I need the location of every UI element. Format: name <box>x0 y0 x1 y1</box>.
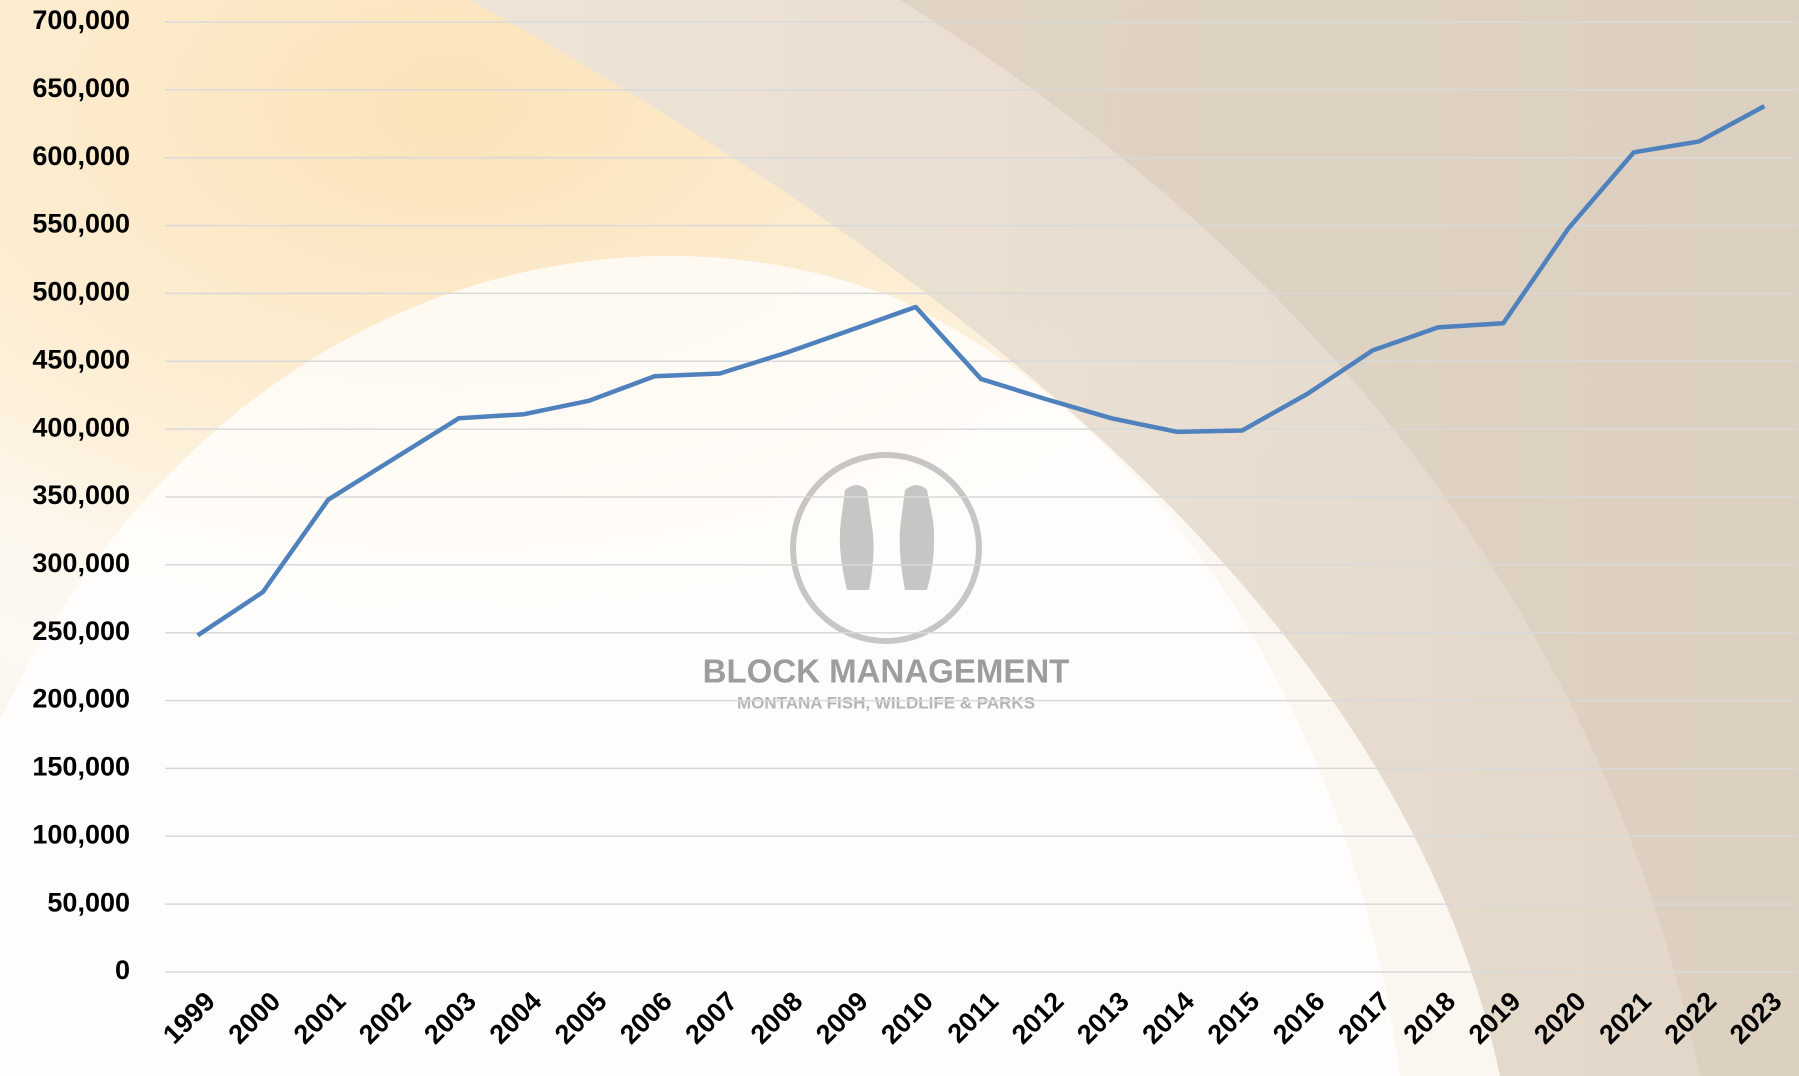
y-tick-label: 150,000 <box>32 752 130 782</box>
y-tick-label: 450,000 <box>32 344 130 374</box>
y-tick-label: 200,000 <box>32 684 130 714</box>
y-tick-label: 300,000 <box>32 548 130 578</box>
y-tick-label: 700,000 <box>32 5 130 35</box>
y-tick-label: 250,000 <box>32 616 130 646</box>
y-tick-label: 100,000 <box>32 819 130 849</box>
y-tick-label: 50,000 <box>47 887 130 917</box>
y-tick-label: 0 <box>115 955 130 985</box>
chart: BLOCK MANAGEMENT MONTANA FISH, WILDLIFE … <box>0 0 1799 1076</box>
y-tick-label: 350,000 <box>32 480 130 510</box>
background <box>0 0 1799 1076</box>
y-tick-label: 400,000 <box>32 412 130 442</box>
y-tick-label: 500,000 <box>32 277 130 307</box>
y-tick-label: 600,000 <box>32 141 130 171</box>
logo-subtitle: MONTANA FISH, WILDLIFE & PARKS <box>737 693 1035 712</box>
logo-title: BLOCK MANAGEMENT <box>703 653 1070 690</box>
y-tick-label: 650,000 <box>32 73 130 103</box>
y-tick-label: 550,000 <box>32 209 130 239</box>
